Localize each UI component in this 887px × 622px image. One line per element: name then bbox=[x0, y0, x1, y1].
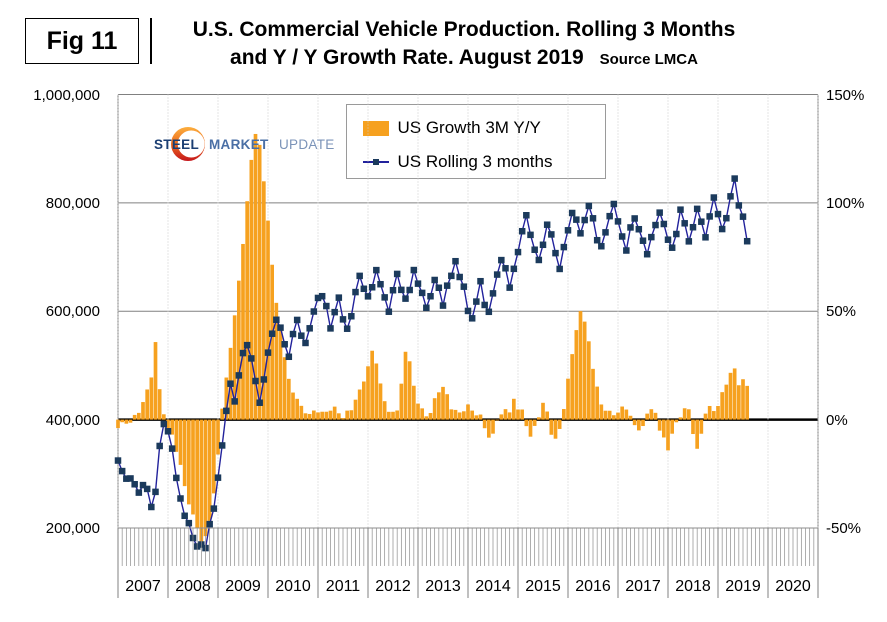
svg-text:UPDATE: UPDATE bbox=[279, 137, 335, 152]
svg-text:MARKET: MARKET bbox=[209, 137, 269, 152]
svg-text:STEEL: STEEL bbox=[154, 137, 199, 152]
